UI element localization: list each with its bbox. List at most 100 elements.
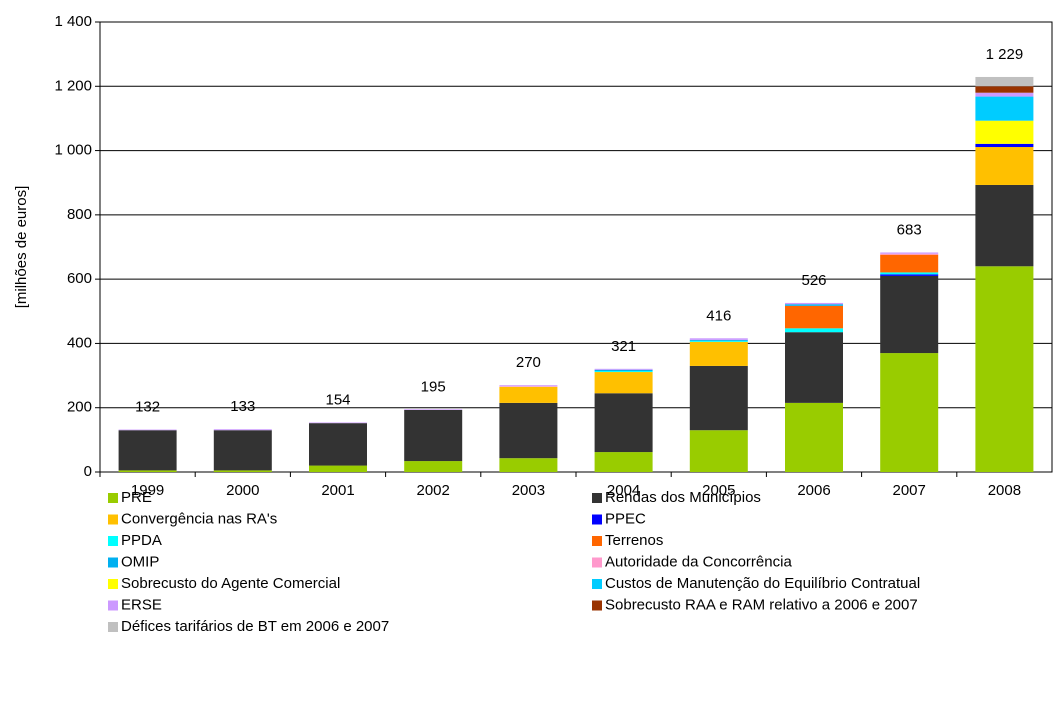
- legend-swatch: [592, 493, 602, 503]
- legend-swatch: [108, 600, 118, 611]
- legend-label: PRE: [121, 489, 152, 506]
- bar-segment: [880, 254, 939, 273]
- x-tick-label: 2002: [417, 482, 450, 499]
- legend-swatch: [108, 493, 118, 503]
- bar-segment: [118, 470, 177, 472]
- legend-label: PPEC: [605, 510, 646, 527]
- x-tick-label: 2001: [321, 482, 354, 499]
- bar-segment: [594, 452, 653, 472]
- total-label: 270: [516, 354, 541, 371]
- x-tick-label: 2003: [512, 482, 545, 499]
- bar-segment: [785, 305, 843, 329]
- x-tick-label: 1999: [131, 482, 164, 499]
- legend-label: PPDA: [121, 532, 162, 549]
- bar-segment: [975, 86, 1034, 93]
- legend-label: Terrenos: [605, 532, 663, 549]
- bar-segment: [118, 430, 177, 471]
- legend-swatch: [592, 557, 602, 568]
- bar-segment: [975, 120, 1034, 144]
- bar-segment: [880, 253, 939, 255]
- bar-segment: [594, 393, 653, 453]
- bar-segment: [404, 461, 463, 472]
- bar-segment: [594, 372, 653, 394]
- bar-segment: [785, 332, 843, 403]
- legend-label: OMIP: [121, 553, 159, 570]
- legend-swatch: [108, 622, 118, 632]
- bar-segment: [309, 465, 367, 472]
- total-label: 1 229: [986, 46, 1024, 63]
- bar-segment: [880, 272, 939, 275]
- y-axis-label: [milhões de euros]: [13, 186, 30, 309]
- bar-segment: [309, 422, 367, 424]
- x-tick-label: 2000: [226, 482, 259, 499]
- bar-segment: [785, 402, 843, 472]
- legend-label: Rendas dos Municípios: [605, 489, 761, 506]
- legend-swatch: [108, 579, 118, 589]
- bar-segment: [689, 430, 748, 472]
- y-tick-label: 800: [67, 206, 92, 223]
- y-tick-label: 200: [67, 399, 92, 416]
- x-tick-label: 2007: [893, 482, 926, 499]
- bar-segment: [499, 385, 558, 387]
- legend-label: Autoridade da Concorrência: [605, 553, 792, 570]
- legend-swatch: [108, 514, 118, 525]
- bar-segment: [118, 429, 177, 431]
- bar-segment: [594, 369, 653, 372]
- bar-segment: [499, 386, 558, 387]
- bar-segment: [785, 328, 843, 333]
- bar-segment: [880, 274, 939, 276]
- bar-segment: [689, 338, 748, 340]
- x-tick-label: 2005: [702, 482, 735, 499]
- bar-segment: [975, 96, 1034, 121]
- y-tick-label: 0: [84, 463, 92, 480]
- y-tick-label: 600: [67, 270, 92, 287]
- legend-swatch: [108, 557, 118, 568]
- legend-label: Défices tarifários de BT em 2006 e 2007: [121, 618, 389, 635]
- y-tick-label: 400: [67, 334, 92, 351]
- total-label: 132: [135, 399, 160, 416]
- bar-segment: [880, 353, 939, 472]
- total-label: 526: [801, 272, 826, 289]
- bar-segment: [594, 368, 653, 370]
- bar-segment: [689, 340, 748, 342]
- y-tick-label: 1 200: [54, 77, 92, 94]
- y-tick-label: 1 400: [54, 13, 92, 30]
- x-tick-label: 2004: [607, 482, 640, 499]
- bar-segment: [689, 341, 748, 366]
- legend-label: Convergência nas RA's: [121, 510, 277, 527]
- bar-segment: [213, 430, 272, 471]
- legend-swatch: [592, 579, 602, 589]
- legend-swatch: [108, 536, 118, 546]
- total-label: 154: [325, 391, 350, 408]
- total-label: 133: [230, 398, 255, 415]
- bar-segment: [499, 458, 558, 472]
- bar-segment: [309, 423, 367, 466]
- bar-segment: [404, 409, 463, 462]
- total-label: 321: [611, 338, 636, 355]
- bar-segment: [213, 470, 272, 472]
- bar-segment: [975, 143, 1034, 148]
- bar-segment: [689, 339, 748, 341]
- bar-segment: [880, 252, 939, 254]
- total-label: 683: [897, 221, 922, 238]
- legend-label: Sobrecusto RAA e RAM relativo a 2006 e 2…: [605, 596, 918, 613]
- bar-segment: [880, 275, 939, 354]
- x-tick-label: 2006: [797, 482, 830, 499]
- total-label: 195: [421, 378, 446, 395]
- bar-segment: [499, 402, 558, 459]
- total-label: 416: [706, 307, 731, 324]
- bar-segment: [404, 409, 463, 410]
- bar-segment: [975, 184, 1034, 267]
- bar-segment: [975, 266, 1034, 472]
- bar-segment: [785, 302, 843, 305]
- legend-label: ERSE: [121, 596, 162, 613]
- x-tick-label: 2008: [988, 482, 1021, 499]
- legend-swatch: [592, 536, 602, 546]
- bar-segment: [499, 386, 558, 403]
- legend-label: Custos de Manutenção do Equilíbrio Contr…: [605, 575, 920, 592]
- bar-segment: [975, 76, 1034, 87]
- bar-segment: [975, 147, 1034, 185]
- y-tick-label: 1 000: [54, 142, 92, 159]
- bar-segment: [689, 365, 748, 431]
